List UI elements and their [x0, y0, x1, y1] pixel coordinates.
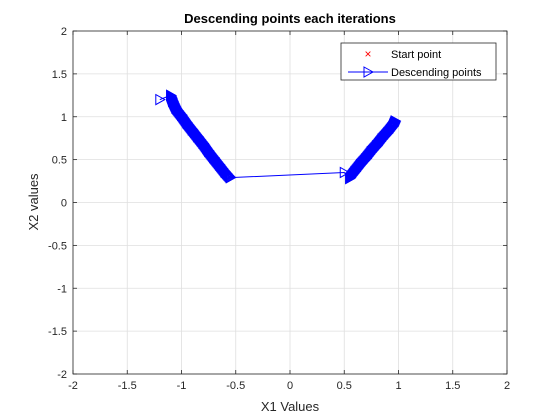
x-tick-label: 1	[395, 380, 401, 392]
legend-marker-descending-points	[363, 66, 375, 78]
series-point-descending-points	[204, 145, 215, 157]
y-tick-label: 0.5	[52, 155, 67, 167]
x-tick-label: 0	[287, 380, 293, 392]
series-point-descending-points	[155, 93, 166, 106]
chart-title: Descending points each iterations	[184, 11, 396, 26]
x-axis-label: X1 Values	[261, 399, 320, 414]
series-point-descending-points	[214, 158, 226, 171]
x-tick-label: 2	[504, 380, 510, 392]
series-point-descending-points	[187, 123, 199, 136]
series-layer	[155, 89, 402, 185]
legend-marker-start-point: ×	[364, 47, 371, 61]
y-tick-label: -1.5	[48, 326, 67, 338]
x-tick-label: 0.5	[337, 380, 352, 392]
y-tick-label: 2	[61, 26, 67, 38]
legend-label-start-point: Start point	[391, 49, 441, 61]
x-tick-label: -2	[68, 380, 78, 392]
series-point-descending-points	[388, 120, 400, 133]
series-point-descending-points	[182, 116, 193, 129]
y-axis-label: X2 values	[26, 173, 41, 231]
series-point-descending-points	[193, 130, 204, 143]
series-point-descending-points	[171, 102, 183, 115]
legend: × Start point Descending points	[340, 42, 497, 81]
series-point-descending-points	[225, 171, 237, 184]
series-point-descending-points	[361, 152, 372, 165]
series-point-descending-points	[177, 109, 188, 121]
series-point-descending-points	[390, 115, 402, 127]
series-point-descending-points	[339, 166, 351, 179]
series-point-descending-points	[220, 165, 231, 178]
x-tick-label: -1.5	[118, 380, 137, 392]
y-tick-label: 0	[61, 198, 67, 210]
series-point-descending-points	[366, 146, 378, 158]
series-point-descending-points	[350, 165, 362, 178]
series-point-descending-points	[372, 140, 383, 152]
x-tick-label: 1.5	[445, 380, 460, 392]
y-tick-label: -2	[57, 369, 67, 381]
series-point-descending-points	[345, 172, 356, 185]
series-point-descending-points	[209, 152, 221, 164]
series-point-descending-points	[198, 137, 210, 150]
y-tick-label: 1.5	[52, 69, 67, 81]
y-tick-label: 1	[61, 112, 67, 124]
axis-ticks: -2 -1.5 -1 -0.5 0 0.5 1 1.5 2 -2 -1.5 -1 -0.5 0 0.5 1 1.…	[48, 26, 510, 392]
series-point-descending-points	[377, 133, 389, 145]
series-point-descending-points	[383, 127, 394, 139]
legend-label-descending-points: Descending points	[391, 67, 482, 79]
series-point-descending-points	[356, 158, 367, 171]
y-tick-label: -1	[57, 283, 67, 295]
legend-box	[340, 42, 497, 81]
y-tick-label: -0.5	[48, 240, 67, 252]
x-tick-label: -1	[177, 380, 187, 392]
x-tick-label: -0.5	[226, 380, 245, 392]
